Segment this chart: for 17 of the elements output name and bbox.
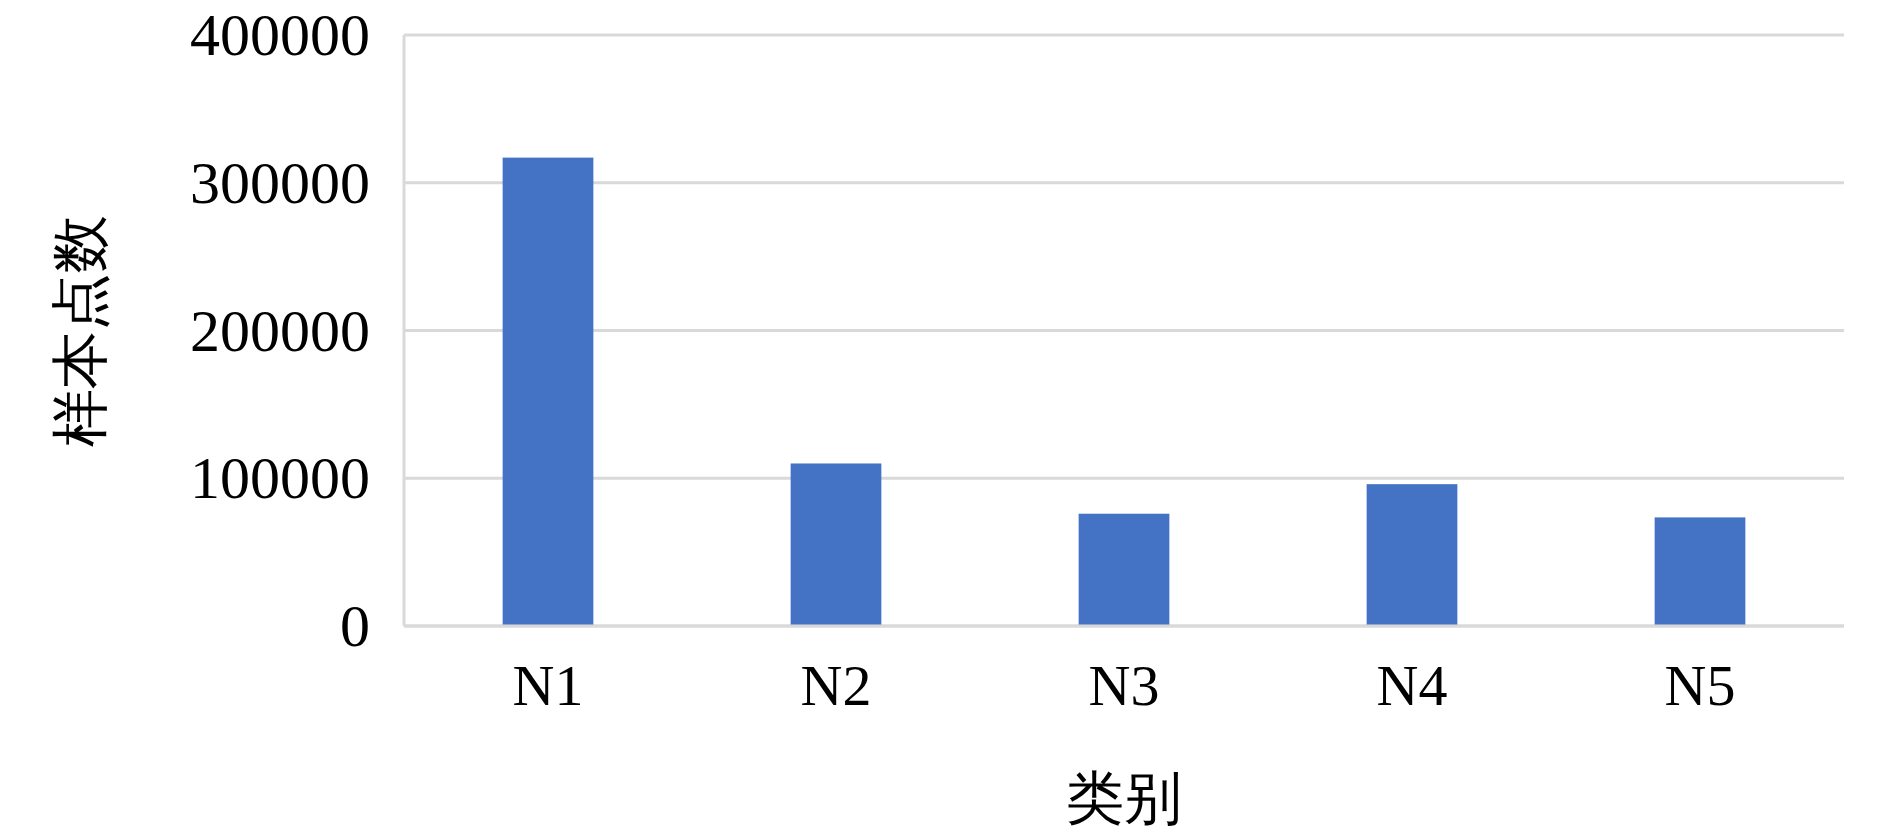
x-tick-label: N1 [512,653,584,718]
x-axis-title: 类别 [1066,766,1182,831]
y-tick-label: 300000 [190,149,370,216]
y-tick-label: 0 [340,593,370,659]
bar [502,157,594,626]
y-tick-label: 200000 [190,297,370,364]
x-tick-label: N2 [800,653,872,718]
y-tick-label: 100000 [190,445,370,512]
bar [1078,513,1170,626]
x-tick-label: N5 [1664,653,1736,718]
bar [1654,517,1746,626]
bar [1366,484,1458,626]
y-tick-label: 400000 [190,2,370,68]
y-axis-title: 样本点数 [48,214,113,447]
x-tick-label: N4 [1376,653,1448,718]
bar [790,463,882,626]
x-tick-label: N3 [1088,653,1160,718]
